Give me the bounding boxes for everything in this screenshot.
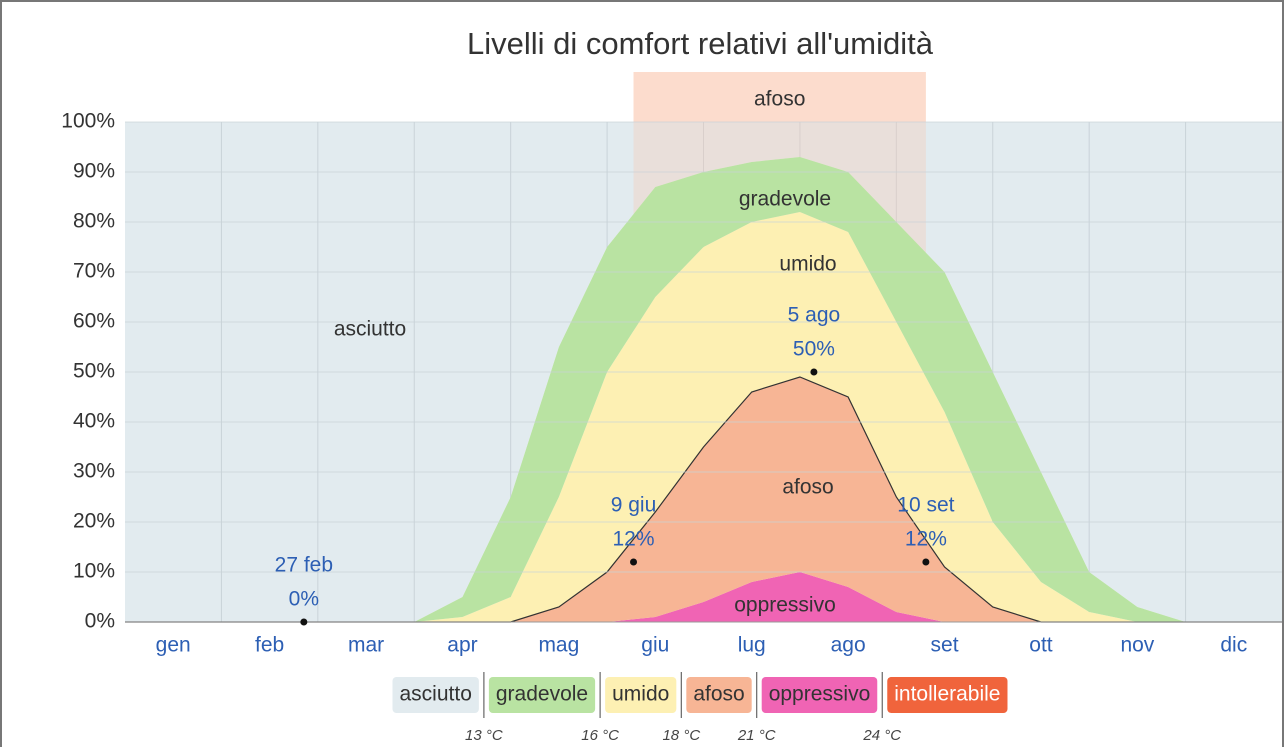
legend-label: gradevole	[496, 683, 588, 706]
legend-swatch	[488, 677, 596, 713]
y-tick-label: 90%	[73, 160, 115, 183]
legend-threshold: 18 °C	[662, 727, 700, 744]
x-tick-label: apr	[447, 634, 477, 657]
legend-threshold: 16 °C	[581, 727, 619, 744]
legend-swatch	[887, 677, 1008, 713]
x-tick-label: nov	[1120, 634, 1154, 657]
area	[125, 572, 1282, 622]
annotation-date: 10 set	[897, 494, 954, 517]
annotation-point	[630, 558, 638, 566]
area	[125, 377, 1282, 622]
annotation-date: 5 ago	[788, 304, 841, 327]
x-tick-label: gen	[156, 634, 191, 657]
x-tick-label: feb	[255, 634, 284, 657]
legend-label: asciutto	[400, 683, 472, 706]
highlight-label: afoso	[754, 88, 805, 111]
area	[125, 157, 1282, 622]
legend-label: umido	[612, 683, 669, 706]
area-label: asciutto	[334, 318, 406, 341]
annotation-point	[922, 558, 930, 566]
annotation-value: 50%	[793, 338, 835, 361]
y-tick-label: 30%	[73, 460, 115, 483]
x-tick-label: mag	[538, 634, 579, 657]
legend-threshold: 24 °C	[862, 727, 901, 744]
annotation-point	[300, 618, 308, 626]
y-tick-label: 20%	[73, 510, 115, 533]
annotation-value: 12%	[613, 528, 655, 551]
x-tick-label: ott	[1029, 634, 1053, 657]
area-label: afoso	[782, 476, 833, 499]
legend-label: afoso	[693, 683, 744, 706]
legend-swatch	[392, 677, 479, 713]
y-tick-label: 100%	[61, 110, 115, 133]
y-tick-label: 10%	[73, 560, 115, 583]
legend-label: oppressivo	[769, 683, 871, 706]
highlight-band	[633, 72, 926, 122]
y-tick-label: 50%	[73, 360, 115, 383]
y-tick-label: 40%	[73, 410, 115, 433]
y-tick-label: 70%	[73, 260, 115, 283]
annotation-value: 12%	[905, 528, 947, 551]
legend-label: intollerabile	[894, 683, 1000, 706]
legend-threshold: 13 °C	[465, 727, 503, 744]
area-label: umido	[779, 253, 836, 276]
y-tick-label: 0%	[85, 610, 115, 633]
annotation-date: 27 feb	[275, 554, 333, 577]
annotation-value: 0%	[289, 588, 319, 611]
x-tick-label: lug	[738, 634, 766, 657]
x-tick-label: giu	[641, 634, 669, 657]
x-tick-label: ago	[831, 634, 866, 657]
area	[125, 212, 1282, 622]
y-tick-label: 60%	[73, 310, 115, 333]
annotation-point	[810, 368, 818, 376]
y-tick-label: 80%	[73, 210, 115, 233]
chart-title: Livelli di comfort relativi all'umidità	[467, 26, 934, 61]
area-label: oppressivo	[734, 594, 836, 617]
legend-swatch	[761, 677, 878, 713]
x-tick-label: set	[931, 634, 959, 657]
area-label: gradevole	[739, 188, 831, 211]
legend-swatch	[686, 677, 752, 713]
legend-threshold: 21 °C	[737, 727, 776, 744]
legend: asciutto gradevole umido afoso oppressivo int…	[392, 672, 1008, 744]
x-tick-label: dic	[1220, 634, 1247, 657]
legend-swatch	[605, 677, 677, 713]
annotation-date: 9 giu	[611, 494, 657, 517]
x-tick-label: mar	[348, 634, 384, 657]
